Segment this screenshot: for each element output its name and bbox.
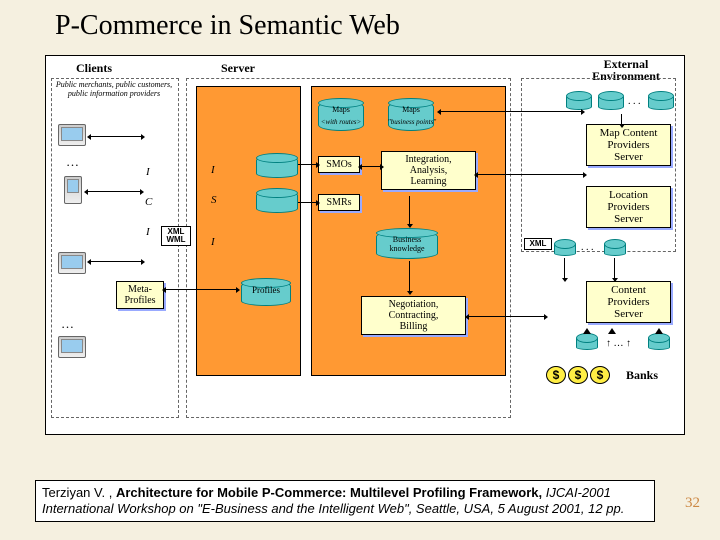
uptri2 bbox=[655, 328, 663, 334]
server-S: S bbox=[211, 194, 217, 206]
cyl-ext-b1 bbox=[576, 336, 598, 350]
arrow-c1 bbox=[91, 136, 141, 137]
bank-1: $ bbox=[546, 366, 566, 384]
smos-box: SMOs bbox=[318, 156, 360, 173]
arrow-c3 bbox=[91, 261, 141, 262]
arrow-smos bbox=[298, 164, 316, 165]
cyl-ext-m1 bbox=[554, 242, 576, 256]
xml-wml-box: XML WML bbox=[161, 226, 191, 246]
page-number: 32 bbox=[685, 495, 700, 512]
bizknow-label: Business knowledge bbox=[376, 234, 438, 256]
uptri-dots bbox=[608, 328, 616, 334]
bank-2: $ bbox=[568, 366, 588, 384]
xml-box-ext: XML bbox=[524, 238, 552, 250]
meta-profiles-box: Meta-Profiles bbox=[116, 281, 164, 309]
maps1-sub: <with routes> bbox=[316, 118, 366, 126]
arrow-integ-l bbox=[362, 166, 380, 167]
device-4 bbox=[58, 336, 86, 358]
device-3 bbox=[58, 252, 86, 274]
cyl-ext-m2 bbox=[604, 242, 626, 256]
clients-C: C bbox=[145, 196, 152, 208]
arrow-profiles bbox=[166, 289, 236, 290]
server-I1: I bbox=[211, 164, 215, 176]
smrs-box: SMRs bbox=[318, 194, 360, 211]
arrow-ext-down2 bbox=[564, 258, 565, 278]
cyl-smos bbox=[256, 156, 298, 178]
ext-dots-bot: ↑ … ↑ bbox=[606, 338, 631, 349]
profiles-label: Profiles bbox=[239, 284, 293, 298]
arrow-neg-down bbox=[409, 261, 410, 291]
ext-dots-top: . . . bbox=[628, 96, 641, 107]
arrow-maps-ext bbox=[441, 111, 581, 112]
device-2 bbox=[64, 176, 82, 204]
device-1 bbox=[58, 124, 86, 146]
cyl-ext-2 bbox=[598, 94, 624, 110]
clients-subtitle: Public merchants, public customers, publ… bbox=[54, 80, 174, 98]
cyl-ext-b2 bbox=[648, 336, 670, 350]
arrow-c2 bbox=[88, 191, 140, 192]
cyl-ext-1 bbox=[566, 94, 592, 110]
maps1-label: Maps bbox=[321, 104, 361, 117]
arrow-neg-right bbox=[469, 316, 544, 317]
arrow-ext-down1 bbox=[621, 114, 622, 124]
bank-3: $ bbox=[590, 366, 610, 384]
clients-I2: I bbox=[146, 226, 150, 238]
server-I2: I bbox=[211, 236, 215, 248]
citation-box: Terziyan V. , Architecture for Mobile P-… bbox=[35, 480, 655, 523]
maps2-sub: "business points" bbox=[384, 118, 440, 126]
server-left-orange bbox=[196, 86, 301, 376]
uptri1 bbox=[583, 328, 591, 334]
arrow-ext-down3 bbox=[614, 258, 615, 278]
citation-title: Architecture for Mobile P-Commerce: Mult… bbox=[116, 485, 542, 500]
arrow-integ-r bbox=[478, 174, 583, 175]
client-ellipsis-2: … bbox=[61, 316, 74, 332]
client-ellipsis-1: … bbox=[66, 154, 79, 170]
ext-dots-mid: . . . bbox=[581, 242, 594, 253]
header-server: Server bbox=[221, 61, 255, 76]
architecture-diagram: Clients Server External Environment Publ… bbox=[45, 55, 685, 435]
integration-box: Integration, Analysis, Learning bbox=[381, 151, 476, 190]
arrow-integ-down bbox=[409, 196, 410, 224]
negotiation-box: Negotiation, Contracting, Billing bbox=[361, 296, 466, 335]
page-title: P-Commerce in Semantic Web bbox=[0, 0, 720, 47]
cyl-smrs bbox=[256, 191, 298, 213]
banks-label: Banks bbox=[626, 368, 658, 383]
citation-author: Terziyan V. , bbox=[42, 485, 116, 500]
content-box: Content Providers Server bbox=[586, 281, 671, 323]
header-clients: Clients bbox=[76, 61, 112, 76]
clients-I1: I bbox=[146, 166, 150, 178]
maps2-label: Maps bbox=[391, 104, 431, 117]
arrow-smrs bbox=[298, 202, 316, 203]
cyl-ext-3 bbox=[648, 94, 674, 110]
